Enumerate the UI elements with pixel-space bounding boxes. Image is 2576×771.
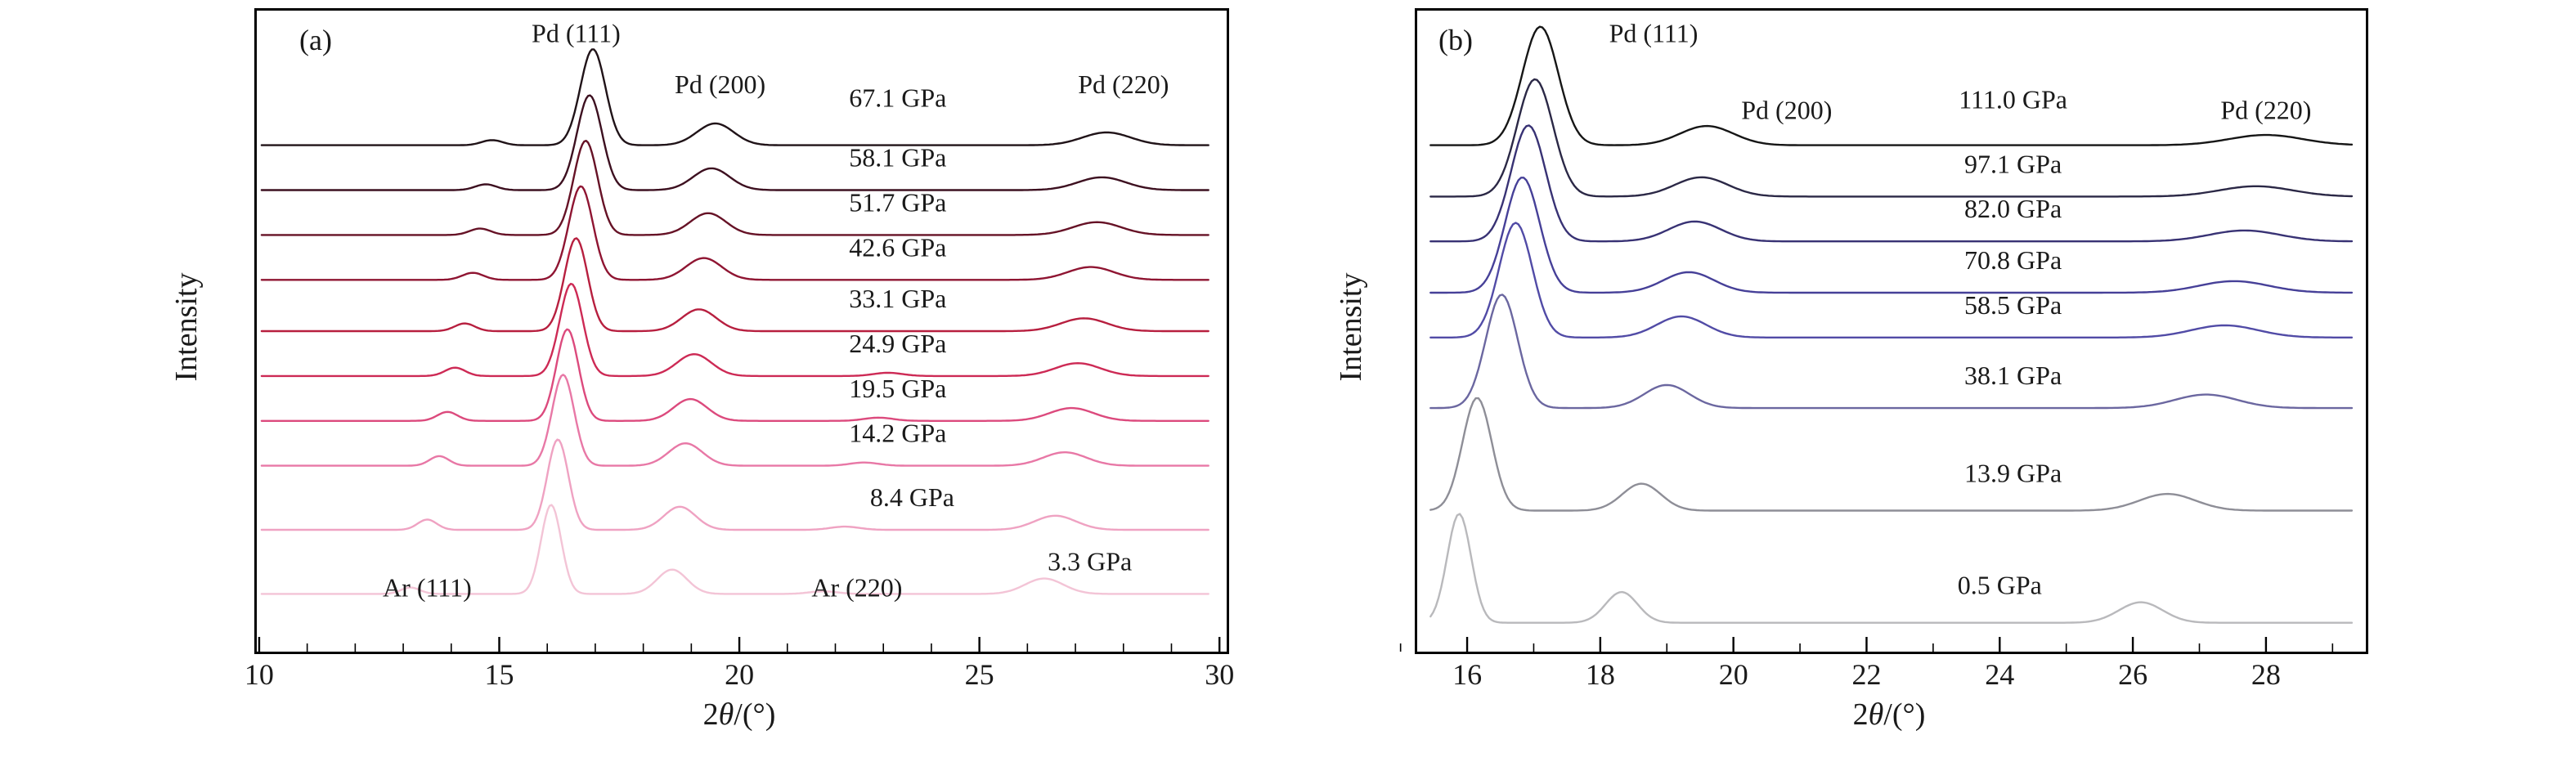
panel-letter: (a)	[299, 24, 332, 56]
pressure-label: 111.0 GPa	[1959, 85, 2067, 114]
xrd-curve	[260, 237, 1209, 333]
pressure-label: 19.5 GPa	[849, 374, 946, 403]
pressure-label: 3.3 GPa	[1048, 546, 1132, 576]
x-tick-label: 22	[1852, 658, 1882, 691]
pressure-label: 0.5 GPa	[1958, 571, 2042, 600]
xrd-curve	[260, 504, 1209, 595]
xrd-curve	[1429, 78, 2354, 198]
peak-annotation: Ar (111)	[383, 573, 472, 603]
pressure-label: 33.1 GPa	[849, 284, 946, 313]
xrd-curve	[1429, 294, 2354, 410]
xrd-curves: 10 15 20 25 30 67.1 GPa 58.1 GPa 51.7 GPa 42.6 G…	[245, 18, 1234, 691]
pressure-label: 67.1 GPa	[849, 83, 946, 113]
plot-area: 16 18 20 22 24 26 28 111.0 GPa 97.1 GPa 82.0 GPa 7…	[1399, 8, 2368, 691]
x-axis-label: 2θ/(°)	[1852, 697, 1926, 732]
peak-annotation: Pd (220)	[2220, 96, 2311, 125]
xrd-curves: 16 18 20 22 24 26 28 111.0 GPa 97.1 GPa 82.0 GPa 7…	[1399, 18, 2354, 691]
xrd-curve	[260, 328, 1209, 422]
panel-letter: (b)	[1438, 24, 1473, 56]
pressure-label: 51.7 GPa	[849, 187, 946, 217]
x-tick-label: 25	[965, 658, 994, 691]
plot-area: 10 15 20 25 30 67.1 GPa 58.1 GPa 51.7 GPa 42.6 G…	[245, 8, 1234, 691]
pressure-label: 38.1 GPa	[1964, 361, 2062, 390]
y-axis-label: Intensity	[1334, 272, 1368, 382]
pressure-label: 24.9 GPa	[849, 329, 946, 358]
xrd-curve	[260, 438, 1209, 531]
peak-annotation: Pd (111)	[532, 18, 621, 47]
y-axis-label: Intensity	[169, 272, 204, 382]
xrd-curve	[1429, 397, 2354, 512]
peak-annotation: Pd (200)	[675, 69, 765, 99]
xrd-curve	[1429, 177, 2354, 294]
x-axis-label: 2θ/(°)	[702, 697, 776, 732]
xrd-curve	[260, 48, 1209, 146]
xrd-curve	[260, 140, 1209, 236]
pressure-label: 82.0 GPa	[1964, 194, 2062, 223]
x-tick-label: 20	[725, 658, 754, 691]
xrd-curve	[260, 374, 1209, 467]
x-tick-label: 28	[2251, 658, 2281, 691]
pressure-label: 14.2 GPa	[849, 419, 946, 448]
x-tick-label: 18	[1586, 658, 1615, 691]
pressure-label: 70.8 GPa	[1964, 245, 2062, 275]
xrd-curve	[1429, 513, 2354, 624]
pressure-label: 58.1 GPa	[849, 143, 946, 173]
xrd-curve	[1429, 25, 2354, 146]
pressure-label: 42.6 GPa	[849, 232, 946, 262]
pressure-label: 58.5 GPa	[1964, 290, 2062, 320]
peak-annotation: Pd (220)	[1078, 69, 1169, 99]
pressure-label: 8.4 GPa	[870, 482, 954, 512]
x-tick-label: 20	[1719, 658, 1748, 691]
xrd-curve	[1429, 124, 2354, 243]
peak-annotation: Pd (111)	[1609, 18, 1699, 47]
x-tick-label: 30	[1205, 658, 1234, 691]
xrd-curve	[260, 282, 1209, 378]
pressure-label: 13.9 GPa	[1964, 459, 2062, 488]
xrd-curve	[260, 185, 1209, 281]
x-tick-label: 10	[245, 658, 274, 691]
pressure-label: 97.1 GPa	[1964, 149, 2062, 178]
x-tick-label: 15	[485, 658, 514, 691]
xrd-curve	[260, 94, 1209, 191]
peak-annotation: Ar (220)	[811, 573, 902, 603]
peak-annotation: Pd (200)	[1741, 96, 1832, 125]
x-tick-label: 26	[2118, 658, 2147, 691]
x-tick-label: 16	[1452, 658, 1482, 691]
x-tick-label: 24	[1985, 658, 2014, 691]
xrd-curve	[1429, 222, 2354, 338]
